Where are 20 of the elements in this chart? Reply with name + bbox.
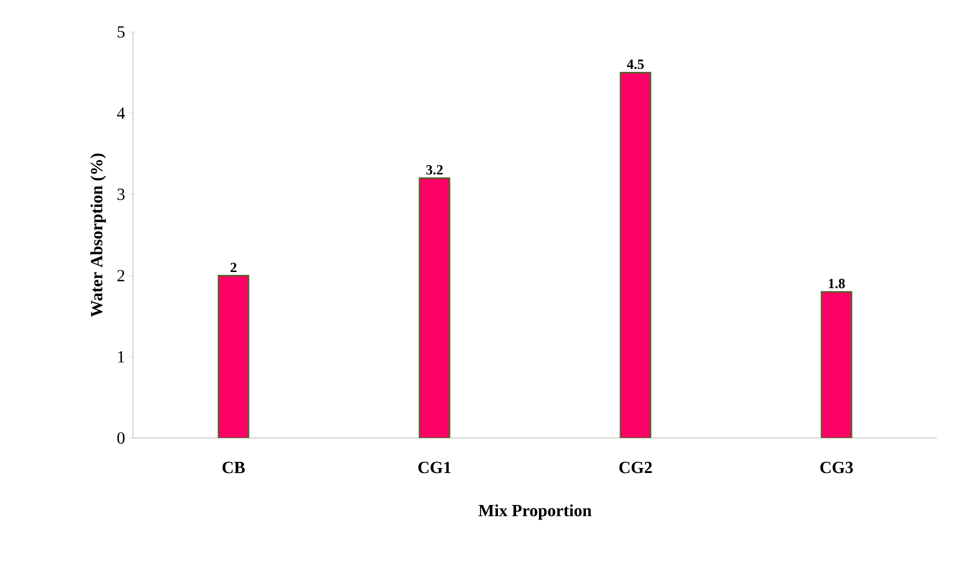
data-label: 2: [230, 262, 236, 272]
x-tick-label: CG2: [619, 462, 652, 474]
bar: [218, 274, 250, 438]
bar: [620, 72, 652, 438]
data-label: 1.8: [828, 278, 845, 288]
y-tick-label: 3: [118, 188, 125, 200]
data-label: 4.5: [626, 60, 644, 70]
bar: [820, 291, 852, 438]
x-axis-title: Mix Proportion: [478, 504, 592, 520]
y-tick-label: 2: [117, 270, 124, 282]
x-tick-label: CG3: [820, 462, 853, 474]
x-tick-label: CB: [222, 462, 245, 474]
bar: [418, 177, 450, 438]
x-tick-label: CG1: [418, 462, 451, 474]
y-tick-label: 5: [118, 26, 125, 38]
y-tick-label: 1: [118, 351, 124, 362]
y-axis-title: Water Absorption (%): [90, 154, 106, 317]
data-label: 3.2: [426, 165, 443, 175]
y-tick-label: 0: [117, 432, 125, 444]
y-tick-label: 4: [117, 108, 125, 119]
